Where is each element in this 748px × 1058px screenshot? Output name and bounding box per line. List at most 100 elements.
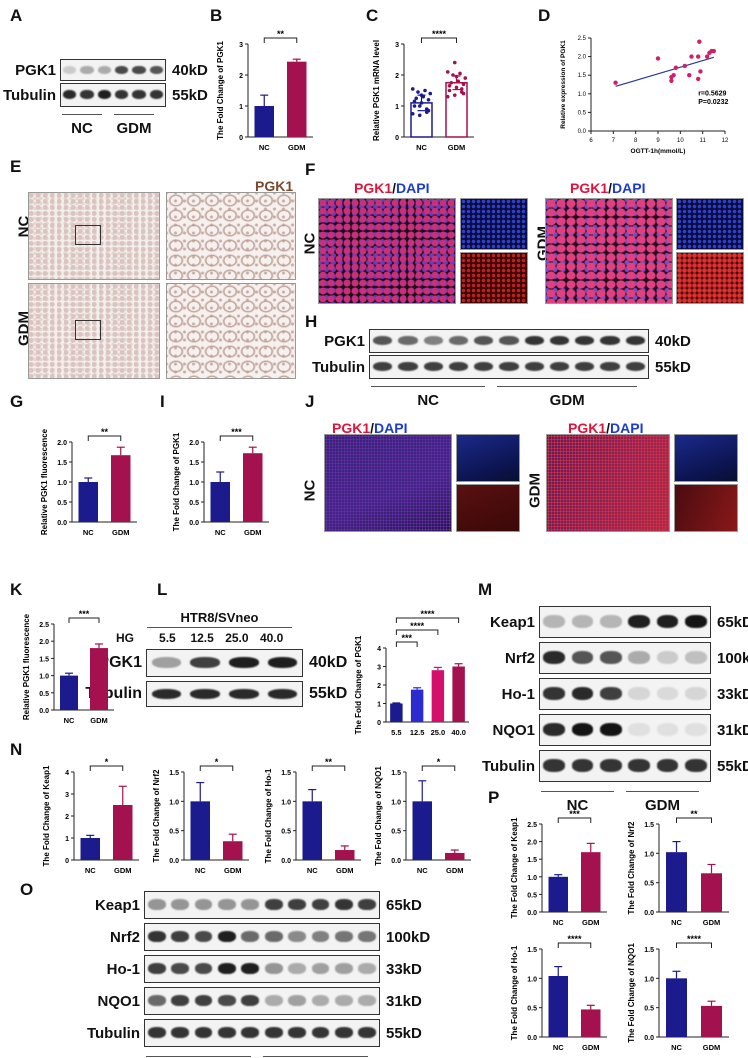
data-point — [687, 73, 692, 78]
bar — [548, 876, 568, 912]
band — [474, 336, 494, 346]
x-tick-label: GDM — [336, 866, 354, 875]
data-point — [697, 39, 702, 44]
if-label-j-nc: NC — [301, 479, 319, 502]
data-point — [704, 54, 710, 59]
band — [288, 995, 306, 1007]
significance-bracket — [676, 817, 712, 823]
group-line — [626, 791, 699, 792]
pgk1-label: PGK1 — [332, 420, 371, 436]
x-tick-label: 7 — [612, 138, 616, 144]
y-tick-label: 1.0 — [527, 875, 537, 882]
band — [171, 1027, 189, 1039]
ihc-image-nc-high — [166, 192, 296, 280]
band — [628, 759, 650, 772]
y-tick-label: 2.5 — [39, 622, 49, 629]
band — [685, 615, 707, 628]
significance-label: **** — [420, 609, 435, 619]
slash: / — [392, 180, 397, 196]
band — [147, 899, 166, 911]
y-tick-label: 1.5 — [391, 770, 401, 777]
y-tick-label: 4 — [377, 646, 381, 653]
band — [311, 963, 330, 975]
band — [190, 657, 220, 669]
data-point — [452, 60, 457, 65]
chart-b: 0 1 2 3 The Fold Change of PGK1 NC GDM ** — [216, 29, 313, 152]
band — [543, 723, 565, 736]
molecular-weight-label: 31kD — [717, 721, 748, 739]
band — [499, 336, 519, 346]
data-point — [671, 73, 676, 78]
x-tick-label: NC — [671, 1043, 682, 1052]
zoom-box-gdm — [75, 320, 101, 340]
y-axis-label: Relative PGK1 fluorescence — [40, 428, 49, 535]
band — [358, 995, 377, 1007]
band — [229, 688, 259, 699]
x-tick-label: GDM — [703, 1043, 721, 1052]
band — [241, 995, 260, 1007]
y-tick-label: 1.0 — [527, 976, 537, 983]
significance-bracket — [89, 765, 124, 771]
pgk1-label: PGK1 — [570, 180, 609, 196]
bar — [445, 852, 465, 860]
band — [132, 90, 146, 100]
protein-label: Ho-1 — [501, 685, 535, 703]
data-point — [452, 93, 457, 97]
data-point — [419, 93, 424, 97]
y-axis-label: The Fold Change of Keap1 — [42, 765, 51, 866]
data-point — [417, 104, 422, 108]
blot-row-nqo1: NQO1 31kD — [40, 987, 422, 1015]
group-line — [541, 791, 614, 792]
x-tick-label: GDM — [288, 143, 306, 152]
data-point — [458, 71, 462, 76]
y-tick-label: 1.5 — [644, 822, 654, 829]
y-tick-label: 1.5 — [57, 460, 67, 467]
band — [194, 963, 213, 975]
panel-label-a: A — [10, 6, 23, 25]
band — [600, 723, 622, 736]
bar — [111, 455, 131, 522]
y-tick-label: 1 — [395, 104, 399, 111]
data-point — [412, 99, 417, 104]
data-point — [417, 113, 422, 118]
significance-label: **** — [567, 934, 582, 944]
if-pgk1-nc — [460, 252, 528, 304]
band — [575, 336, 595, 346]
band — [147, 995, 166, 1007]
y-tick-label: 2.5 — [527, 822, 537, 829]
chart-n-keap1: 0 1 2 3 4 The Fold Change of Keap1 NC GDM * — [42, 757, 139, 875]
x-tick-label: NC — [195, 866, 206, 875]
protein-label: Tubulin — [311, 358, 365, 376]
y-axis-label: Relative PGK1 mRNA level — [372, 40, 381, 141]
y-tick-label: 0.5 — [57, 500, 67, 507]
y-tick-label: 1.5 — [189, 460, 199, 467]
molecular-weight-label: 33kD — [717, 685, 748, 703]
protein-label: Tubulin — [86, 1024, 140, 1042]
bar — [113, 805, 133, 860]
band — [80, 65, 94, 74]
band — [373, 336, 393, 346]
molecular-weight-label: 100kD — [717, 649, 748, 667]
data-point — [447, 84, 452, 88]
blot-row-tubulin: Tubulin 55kD — [0, 83, 208, 107]
blot-membrane — [539, 678, 711, 710]
y-tick-label: 0.0 — [57, 520, 67, 527]
y-tick-label: 0.5 — [169, 829, 179, 836]
band — [600, 759, 622, 772]
panel-label-i: I — [160, 392, 165, 411]
y-tick-label: 3 — [377, 665, 381, 672]
chart-n-nrf2: 0.0 0.5 1.0 1.5 The Fold Change of Nrf2 NC GDM… — [152, 757, 249, 875]
data-point — [449, 80, 454, 85]
chart-k: 0.0 0.5 1.0 1.5 2.0 2.5 Relative PGK1 fluoresc… — [22, 609, 114, 725]
y-axis-label: The Fold Change of Keap1 — [510, 817, 519, 918]
data-point — [613, 80, 618, 85]
band — [656, 759, 679, 772]
band — [423, 336, 443, 346]
bar — [223, 841, 243, 860]
band — [335, 995, 353, 1007]
blot-membrane — [144, 923, 380, 951]
band — [311, 931, 330, 943]
panel-label-m: M — [478, 580, 493, 599]
bar — [452, 666, 465, 722]
significance-bracket — [219, 435, 254, 441]
